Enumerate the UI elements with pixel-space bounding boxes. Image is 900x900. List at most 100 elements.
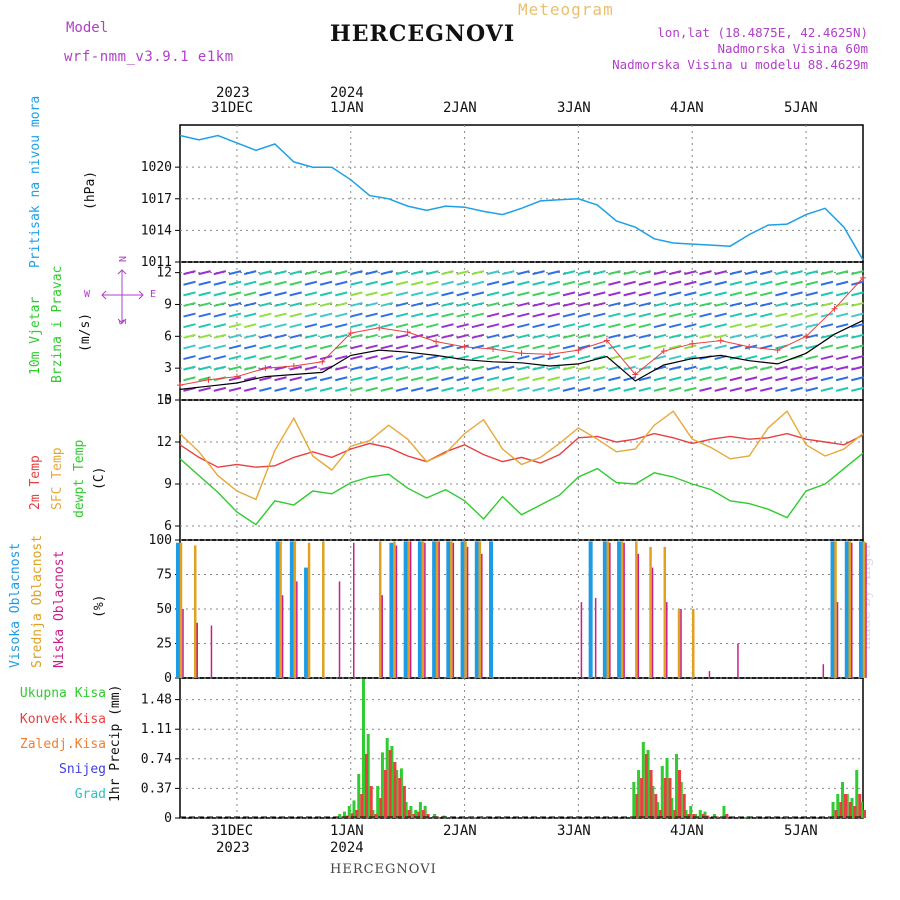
- wind-ytick-label: 3: [164, 361, 172, 376]
- footer-station: HERCEGNOVI: [330, 862, 437, 877]
- wind-barb: [729, 365, 743, 371]
- wind-barb: [684, 291, 697, 297]
- precip_total-bar: [850, 798, 854, 818]
- wind-barb: [638, 312, 652, 318]
- wind-barb: [851, 333, 864, 339]
- pressure-line: [179, 134, 864, 261]
- wind-barb: [608, 291, 621, 297]
- wind-barb: [304, 270, 318, 276]
- wind-barb: [335, 312, 348, 318]
- wind-barb: [365, 365, 378, 371]
- wind-barb: [517, 312, 530, 318]
- wind-barb: [729, 301, 743, 307]
- wind-barb: [608, 355, 621, 361]
- wind-barb: [759, 365, 773, 371]
- wind-barb: [304, 333, 318, 339]
- wind-barb: [456, 280, 469, 286]
- wind-barb: [577, 291, 591, 297]
- wind-barb: [775, 386, 788, 392]
- low_cloud-bar: [438, 541, 440, 678]
- wind-gust-point: [803, 333, 810, 340]
- wind-barb: [714, 344, 727, 350]
- wind-barb: [562, 365, 576, 371]
- wind-barb: [426, 386, 439, 392]
- wind-barb: [183, 301, 196, 307]
- wind-gust-point: [490, 346, 497, 353]
- high_cloud-bar: [830, 541, 835, 678]
- wind-barb: [562, 333, 576, 339]
- wind-barb: [729, 323, 743, 329]
- wind-barb: [304, 280, 318, 286]
- wind-barb: [608, 386, 621, 392]
- wind-barb: [441, 301, 454, 307]
- low_cloud-bar: [708, 671, 711, 678]
- wind-barb: [274, 376, 287, 382]
- precip_total-bar: [703, 811, 707, 818]
- precip_conv-bar: [364, 754, 368, 818]
- precip_total-bar: [689, 806, 693, 818]
- wind-barb: [289, 376, 302, 382]
- wind-barb: [243, 376, 257, 382]
- wind-barb: [365, 355, 378, 361]
- wind-barb: [228, 355, 242, 361]
- low_cloud-bar: [666, 602, 668, 678]
- precip_conv-bar: [635, 794, 639, 818]
- wind-barb: [638, 355, 652, 361]
- cloud-ytick-label: 50: [156, 602, 172, 617]
- wind-barb: [608, 312, 621, 318]
- bottom-year-2024: 2024: [330, 840, 364, 856]
- wind-barb: [820, 323, 834, 329]
- high_cloud-bar: [289, 541, 294, 678]
- wind-barb: [714, 376, 727, 382]
- precip-ytick-label: 0.74: [141, 752, 172, 767]
- wind-barb: [744, 280, 758, 286]
- wind-barb: [668, 333, 682, 339]
- wind-barb: [608, 280, 621, 286]
- wind-barb: [243, 301, 257, 307]
- wind-barb: [744, 270, 758, 276]
- wind-barb: [577, 270, 591, 276]
- precip_conv-bar: [374, 814, 378, 818]
- wind-barb: [183, 323, 196, 329]
- wind-barb: [684, 312, 697, 318]
- wind-barb: [228, 344, 242, 350]
- lonlat-label: lon,lat (18.4875E, 42.4625N): [657, 25, 868, 40]
- wind-barb: [714, 280, 727, 286]
- wind-barb: [426, 365, 439, 371]
- wind-barb: [638, 323, 652, 329]
- mid_cloud-bar: [620, 541, 624, 678]
- wind-barb: [365, 291, 378, 297]
- wind-barb: [699, 376, 712, 382]
- wind-barb: [790, 376, 803, 382]
- model-elevation-label: Nadmorska Visina u modelu 88.4629m: [612, 57, 868, 72]
- wind-barb: [259, 355, 272, 361]
- wind-barb: [699, 270, 712, 276]
- mid_cloud-bar: [478, 541, 482, 678]
- wind-barb: [365, 333, 378, 339]
- wind-barb: [471, 333, 485, 339]
- wind-barb: [198, 291, 211, 297]
- wind-barb: [410, 291, 424, 297]
- wind-barb: [259, 280, 272, 286]
- wind-barb: [805, 365, 819, 371]
- wind-barb: [729, 270, 743, 276]
- high_cloud-bar: [432, 541, 437, 678]
- wind-barb: [441, 312, 454, 318]
- wind-barb: [319, 291, 333, 297]
- wind-barb: [790, 323, 803, 329]
- wind-barb: [213, 323, 227, 329]
- wind-barb: [395, 355, 409, 361]
- wind-barb: [304, 301, 318, 307]
- wind-barb: [820, 312, 834, 318]
- wind-barb: [577, 386, 591, 392]
- wind-barb: [486, 280, 500, 286]
- wind-barb: [426, 323, 439, 329]
- wind-barb: [274, 291, 287, 297]
- wind-barb: [532, 323, 545, 329]
- pressure-frame: [179, 124, 864, 263]
- temp2m-line: [179, 432, 864, 468]
- wind-barb: [380, 312, 394, 318]
- pressure-ytick-label: 1017: [141, 192, 172, 207]
- precip_total-bar: [361, 678, 365, 818]
- low_cloud-bar: [409, 541, 412, 678]
